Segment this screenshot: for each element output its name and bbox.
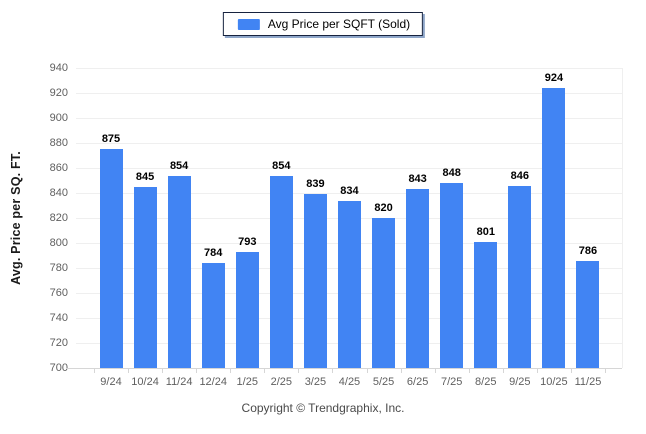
bar [269, 175, 293, 368]
gridline [76, 68, 622, 69]
bar [542, 88, 566, 368]
bar-value-label: 839 [306, 178, 325, 191]
x-axis-tick [128, 369, 130, 373]
x-axis-tick [162, 369, 164, 373]
y-tick-label: 780 [49, 262, 68, 274]
bar [440, 183, 464, 368]
y-tick-label: 860 [49, 162, 68, 174]
gridline [76, 193, 622, 194]
bar-value-label: 801 [476, 225, 495, 238]
x-tick-label: 10/25 [540, 376, 568, 388]
bar-value-label: 845 [135, 170, 155, 183]
bar [576, 260, 600, 368]
x-axis-tick [605, 369, 606, 373]
legend-swatch-icon [237, 18, 260, 30]
x-tick-label: 6/25 [406, 376, 429, 388]
y-tick-label: 940 [49, 62, 68, 74]
x-axis-tick [298, 369, 300, 373]
bar [406, 189, 430, 368]
x-tick-label: 9/25 [509, 376, 531, 388]
copyright-text: Copyright © Trendgraphix, Inc. [241, 401, 405, 415]
bar-value-label: 820 [374, 202, 393, 214]
x-tick-label: 10/24 [131, 376, 159, 388]
y-tick-label: 820 [49, 212, 68, 224]
bar-value-label: 848 [442, 167, 461, 179]
x-tick-label: 9/24 [100, 376, 122, 388]
y-tick-label: 920 [49, 87, 68, 99]
bar-value-label: 924 [544, 72, 564, 84]
y-tick-label: 880 [49, 137, 68, 149]
gridline [76, 93, 622, 94]
x-tick-label: 5/25 [372, 376, 395, 388]
x-tick-label: 2/25 [270, 376, 293, 388]
bar-value-label: 786 [578, 244, 598, 257]
bar [508, 185, 532, 368]
x-tick-label: 11/24 [165, 376, 193, 388]
x-tick-label: 8/25 [475, 376, 497, 388]
bar-value-label: 854 [169, 159, 189, 172]
y-tick-label: 720 [49, 337, 68, 349]
gridline [76, 143, 622, 144]
x-axis-tick [196, 369, 198, 373]
x-axis-line [66, 368, 622, 369]
bar-value-label: 834 [340, 184, 359, 197]
legend-label: Avg Price per SQFT (Sold) [267, 17, 411, 31]
bar-value-label: 854 [272, 159, 291, 172]
bar [474, 241, 498, 368]
y-tick-label: 740 [49, 312, 68, 324]
x-axis-tick [332, 369, 334, 373]
bar-value-label: 793 [238, 235, 257, 248]
bar-value-label: 843 [408, 173, 427, 186]
x-axis-tick [570, 369, 572, 373]
x-axis-tick [502, 369, 504, 373]
bar-value-label: 784 [204, 247, 223, 259]
bar [337, 200, 361, 368]
bar-value-label: 875 [101, 133, 121, 146]
x-axis-tick [434, 369, 436, 373]
y-tick-label: 700 [49, 362, 68, 374]
bar [372, 218, 396, 368]
x-axis-tick [536, 369, 538, 373]
x-axis-tick [366, 369, 368, 373]
bar [235, 251, 259, 368]
x-axis-tick [400, 369, 402, 373]
y-tick-label: 760 [49, 287, 68, 299]
x-tick-label: 1/25 [236, 376, 258, 388]
y-tick-label: 800 [49, 237, 68, 249]
bar [303, 194, 327, 368]
y-axis-title: Avg. Price per SQ. FT. [9, 151, 23, 285]
y-tick-label: 900 [49, 112, 68, 124]
plot-right-edge [622, 68, 623, 368]
bar-value-label: 846 [510, 169, 529, 182]
bar [167, 175, 191, 368]
x-axis-tick [230, 369, 232, 373]
x-tick-label: 7/25 [440, 376, 463, 388]
gridline [76, 118, 622, 119]
x-tick-label: 12/24 [199, 376, 227, 388]
y-tick-label: 840 [49, 187, 68, 199]
x-tick-label: 3/25 [304, 376, 327, 388]
bar [201, 263, 225, 368]
x-axis-tick [264, 369, 266, 373]
bar [99, 149, 123, 368]
legend: Avg Price per SQFT (Sold) [222, 12, 424, 36]
x-tick-label: 4/25 [338, 376, 361, 388]
bar [133, 186, 157, 368]
x-axis-tick [93, 369, 95, 373]
x-axis-tick [468, 369, 470, 373]
gridline [76, 168, 622, 169]
x-tick-label: 11/25 [574, 376, 602, 388]
